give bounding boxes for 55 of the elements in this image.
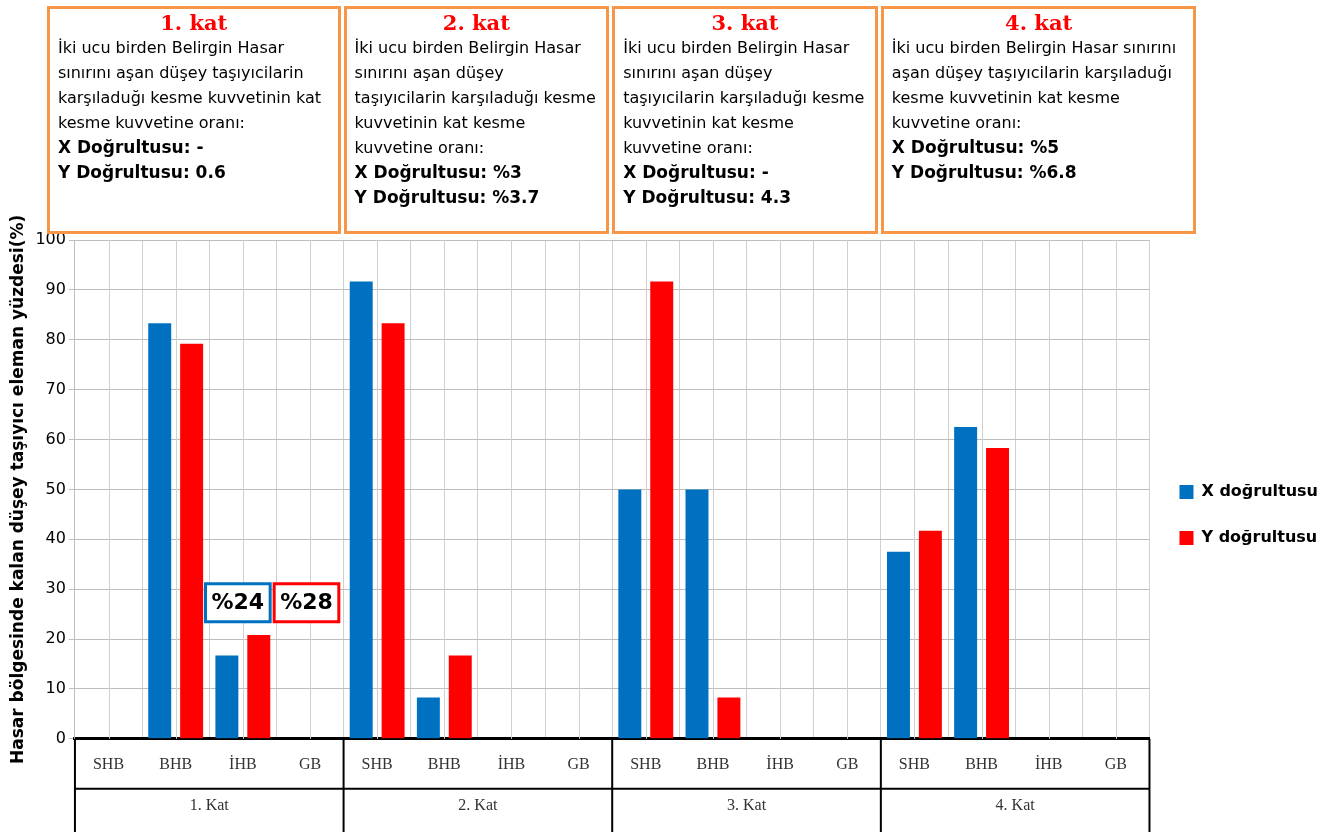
bar bbox=[448, 655, 472, 739]
x-tick-label: İHB bbox=[766, 754, 794, 772]
y-axis-title: Hasar bölgesinde kalan düşey taşıyıcı eleman yüzdesi(%) bbox=[6, 214, 27, 765]
legend-label: Y doğrultusu bbox=[1200, 527, 1318, 547]
x-tick-label: İHB bbox=[229, 754, 257, 772]
annotation: %24 bbox=[211, 589, 265, 615]
y-tick-label: 50 bbox=[45, 478, 66, 498]
x-tick-label: SHB bbox=[92, 754, 125, 772]
y-tick-label: 0 bbox=[55, 727, 66, 747]
text: 2. kat İki ucu birden Belirgin Hasar sınırını aşan düşey taşıyıcilarin karşıladuğı kesme kuvvetinin kat kesme kuvvetine oranı: X Doğrultusu: %3 Y Doğrultusu: %3.7 bbox=[354, 10, 597, 209]
text: 1. kat İki ucu birden Belirgin Hasar sınırını aşan düşey taşıyıcilarin karşıladuğı kesme kuvvetinin kat kesme kuvvetine oranı: X Doğrultusu: - Y Doğrultusu: 0.6 bbox=[57, 10, 322, 184]
bar bbox=[886, 551, 910, 739]
y-tick-label: 40 bbox=[45, 528, 66, 548]
x-tick-label: İHB bbox=[1034, 754, 1063, 772]
x-tick-label: BHB bbox=[696, 754, 730, 772]
bar bbox=[954, 427, 978, 739]
y-tick-label: 20 bbox=[45, 628, 66, 648]
y-tick-label: 10 bbox=[45, 678, 66, 698]
text: 3. Kat bbox=[726, 796, 767, 813]
y-tick-label: 70 bbox=[45, 378, 66, 398]
bar bbox=[986, 448, 1010, 739]
text: 4. kat İki ucu birden Belirgin Hasar sınırını aşan düşey taşıyıcilarin karşıladuğı kesme kuvvetinin kat kesme kuvvetine oranı: X Doğrultusu: %5 Y Doğrultusu: %6.8 bbox=[891, 10, 1178, 184]
bar bbox=[349, 281, 373, 739]
y-tick-label: 80 bbox=[45, 328, 66, 348]
bar bbox=[618, 489, 642, 739]
x-tick-label: SHB bbox=[630, 754, 662, 772]
text: 4. Kat bbox=[995, 796, 1036, 813]
x-tick-label: SHB bbox=[898, 754, 930, 772]
y-tick-label: 30 bbox=[45, 578, 66, 598]
x-tick-label: BHB bbox=[965, 754, 999, 772]
x-tick-label: İHB bbox=[497, 754, 526, 772]
x-tick-label: SHB bbox=[361, 754, 393, 772]
x-tick-label: GB bbox=[1104, 754, 1128, 772]
y-tick-label: 60 bbox=[45, 428, 66, 448]
x-tick-label: BHB bbox=[427, 754, 461, 772]
x-tick-label: BHB bbox=[159, 754, 193, 772]
bar bbox=[650, 281, 674, 739]
x-tick-label: GB bbox=[567, 754, 590, 772]
text: 2. Kat bbox=[458, 796, 498, 813]
bar bbox=[717, 697, 741, 739]
bar bbox=[918, 530, 942, 739]
bar bbox=[685, 489, 709, 739]
bar bbox=[247, 635, 271, 739]
bar bbox=[381, 323, 405, 739]
legend-label: X doğrultusu bbox=[1201, 481, 1319, 501]
bar bbox=[148, 323, 172, 739]
bar bbox=[416, 697, 440, 739]
text: 1. Kat bbox=[189, 796, 230, 813]
bar bbox=[180, 343, 204, 739]
annotation: %28 bbox=[280, 589, 333, 615]
text: 3. kat İki ucu birden Belirgin Hasar sınırını aşan düşey taşıyıcilarin karşıladuğı kesme kuvvetinin kat kesme kuvvetine oranı: X Doğrultusu: - Y Doğrultusu: 4.3 bbox=[623, 10, 866, 209]
x-tick-label: GB bbox=[836, 754, 859, 772]
x-tick-label: GB bbox=[298, 754, 322, 772]
bar bbox=[215, 655, 239, 739]
y-tick-label: 90 bbox=[45, 279, 66, 299]
